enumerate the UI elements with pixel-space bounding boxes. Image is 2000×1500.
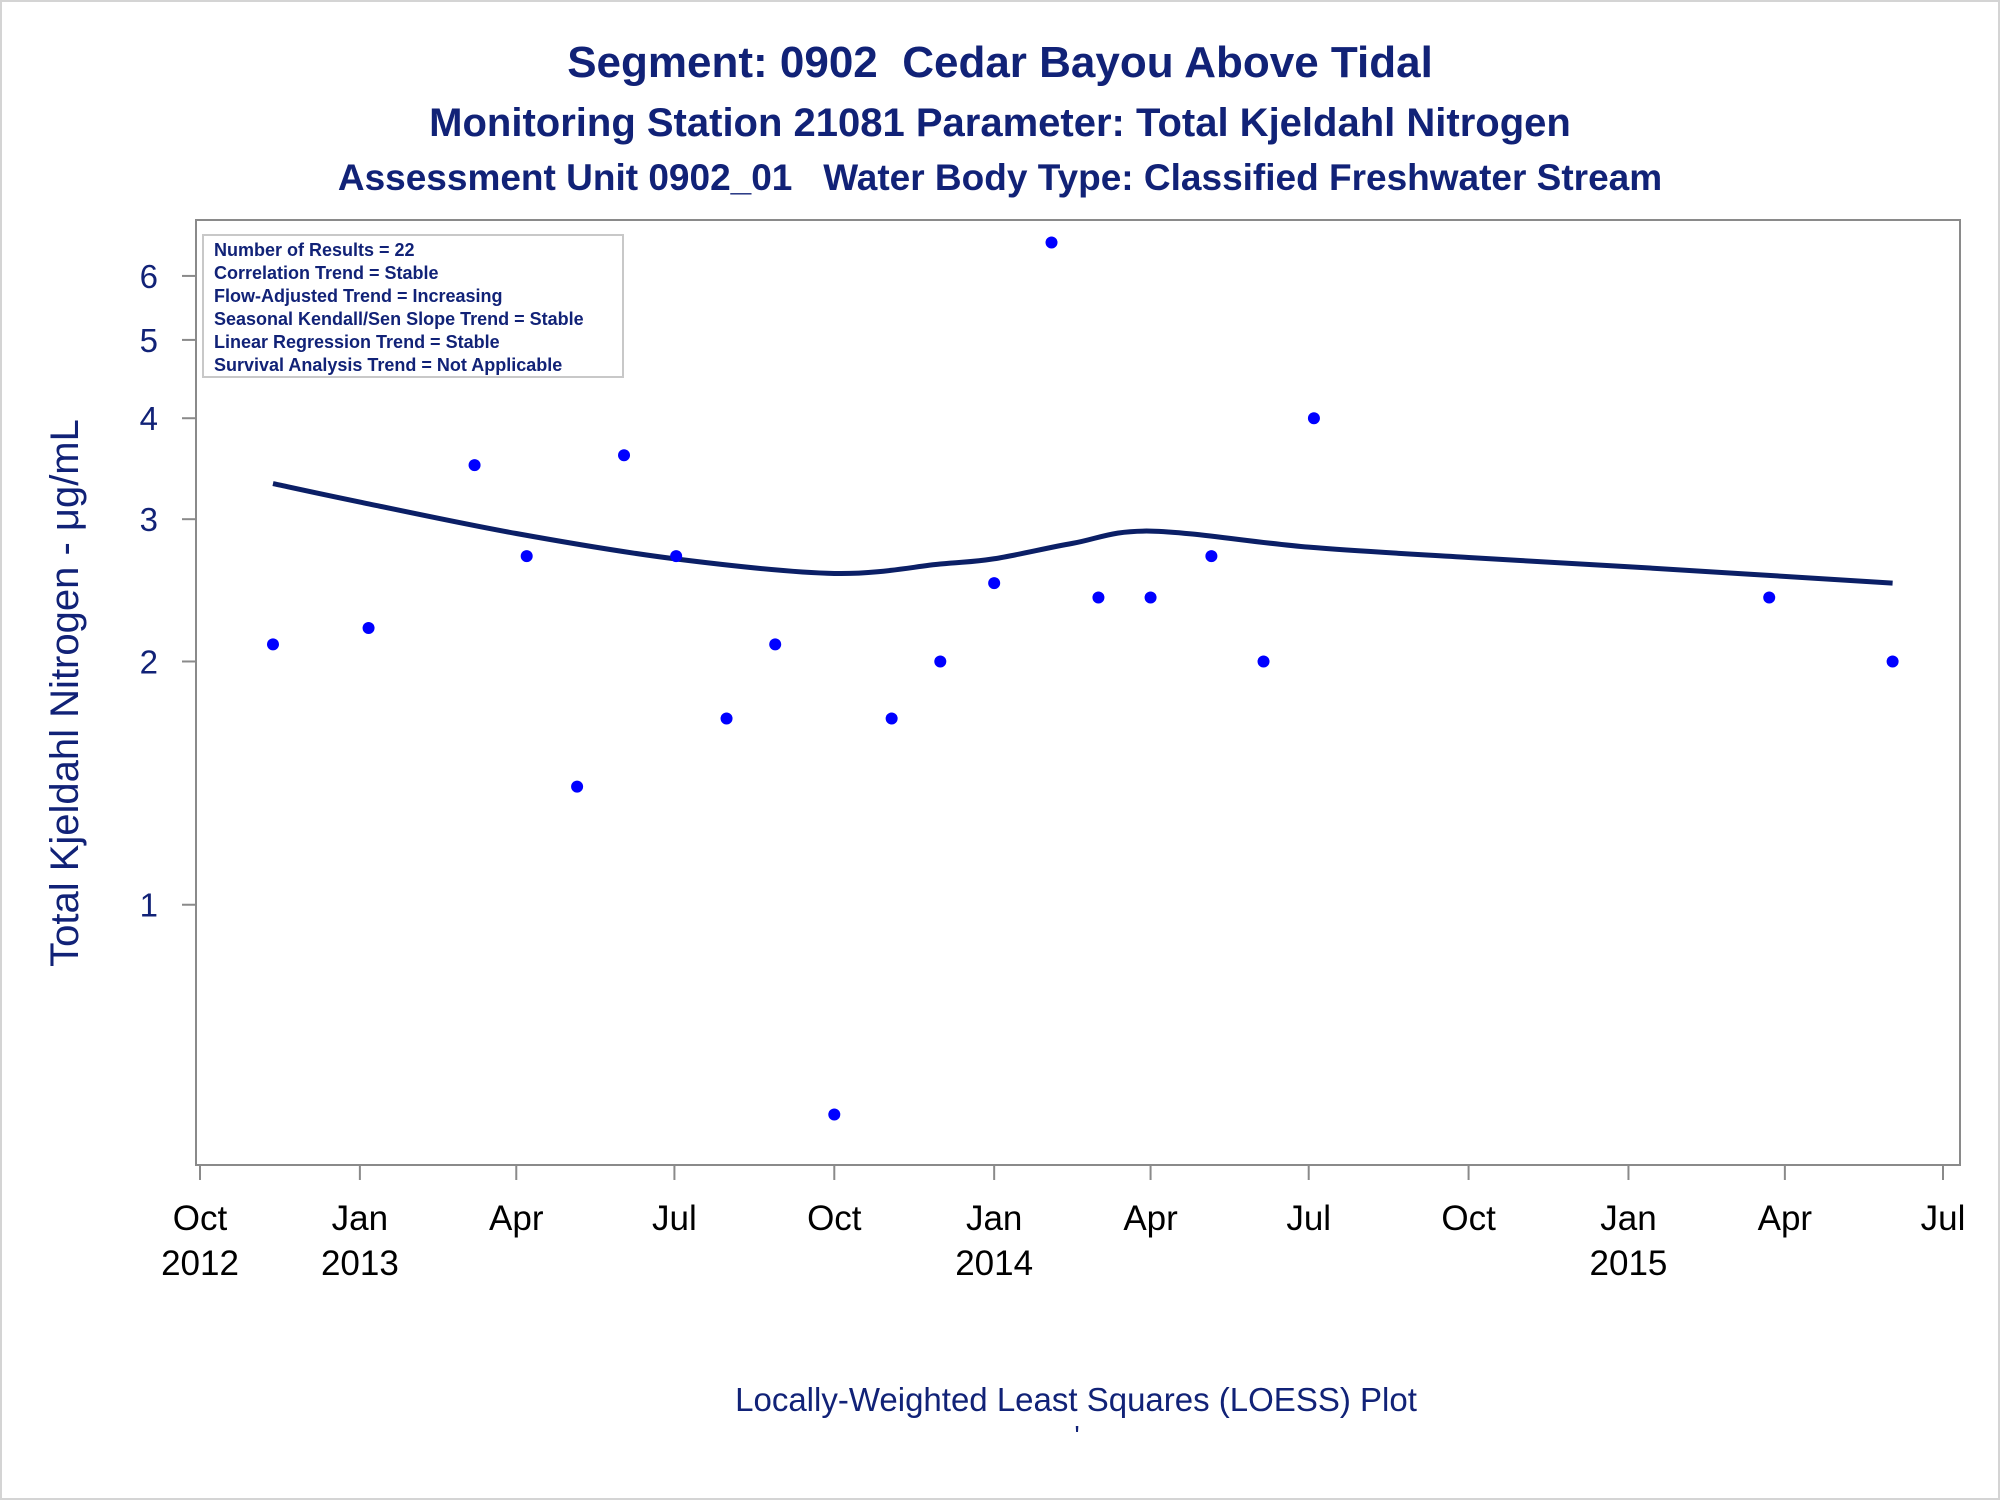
x-tick-label: Oct — [173, 1199, 228, 1238]
data-point — [885, 712, 898, 725]
y-tick-label: 5 — [140, 322, 158, 359]
data-point — [988, 577, 1001, 590]
x-tick-label: Jul — [652, 1199, 697, 1238]
x-tick-label: Jan — [1600, 1199, 1656, 1238]
chart-title: Segment: 0902 Cedar Bayou Above Tidal — [567, 38, 1433, 87]
x-tick-label: Apr — [1758, 1199, 1813, 1238]
data-point — [1144, 591, 1157, 604]
y-axis-label: Total Kjeldahl Nitrogen - μg/mL — [43, 419, 87, 967]
x-tick-label: Jan — [332, 1199, 388, 1238]
legend-entry: Flow-Adjusted Trend = Increasing — [214, 286, 503, 306]
legend-entry: Correlation Trend = Stable — [214, 263, 439, 283]
data-point — [571, 780, 584, 793]
x-tick-label: Apr — [489, 1199, 544, 1238]
data-point — [828, 1108, 841, 1121]
y-axis: 1 2 3 4 5 6 — [140, 258, 196, 924]
data-point — [520, 550, 533, 563]
legend-entry: Number of Results = 22 — [214, 240, 415, 260]
data-point — [1092, 591, 1105, 604]
x-tick-label: Apr — [1123, 1199, 1178, 1238]
x-tick-label: Jul — [1286, 1199, 1331, 1238]
footnote-mark: ' — [1074, 1420, 1079, 1451]
data-point — [1257, 655, 1270, 668]
x-tick-year-label: 2014 — [955, 1244, 1033, 1283]
y-tick-label: 4 — [140, 400, 158, 437]
data-point — [1886, 655, 1899, 668]
data-point — [266, 638, 279, 651]
x-tick-label: Jul — [1921, 1199, 1966, 1238]
x-tick-label: Oct — [1441, 1199, 1496, 1238]
chart-subtitle-assessment: Assessment Unit 0902_01 Water Body Type:… — [337, 157, 1663, 198]
data-point — [934, 655, 947, 668]
data-point — [1045, 236, 1058, 249]
data-point — [618, 449, 631, 462]
data-point — [468, 459, 481, 472]
data-point — [1307, 412, 1320, 425]
data-point — [769, 638, 782, 651]
y-tick-label: 6 — [140, 258, 158, 295]
legend-entry: Linear Regression Trend = Stable — [214, 332, 500, 352]
x-tick-year-label: 2012 — [161, 1244, 239, 1283]
x-tick-year-label: 2015 — [1590, 1244, 1668, 1283]
legend-box: Number of Results = 22 Correlation Trend … — [202, 234, 624, 378]
data-point — [720, 712, 733, 725]
x-tick-label: Jan — [966, 1199, 1022, 1238]
y-tick-label: 3 — [140, 501, 158, 538]
x-tick-label: Oct — [807, 1199, 862, 1238]
y-tick-label: 1 — [140, 887, 158, 924]
x-axis: Oct 2012 Jan 2013 Apr Jul Oct Jan 2014 Apr Jul Oct J… — [161, 1164, 1966, 1283]
legend-entry: Seasonal Kendall/Sen Slope Trend = Stabl… — [214, 309, 584, 329]
data-point — [362, 622, 375, 635]
loess-curve — [272, 481, 1893, 586]
chart-subtitle-station: Monitoring Station 21081 Parameter: Tota… — [429, 101, 1571, 145]
y-tick-label: 2 — [140, 643, 158, 680]
data-point — [670, 550, 683, 563]
data-point — [1205, 550, 1218, 563]
x-axis-label: Locally-Weighted Least Squares (LOESS) P… — [735, 1381, 1417, 1418]
legend-entry: Survival Analysis Trend = Not Applicable — [214, 355, 562, 375]
data-point — [1763, 591, 1776, 604]
x-tick-year-label: 2013 — [321, 1244, 399, 1283]
